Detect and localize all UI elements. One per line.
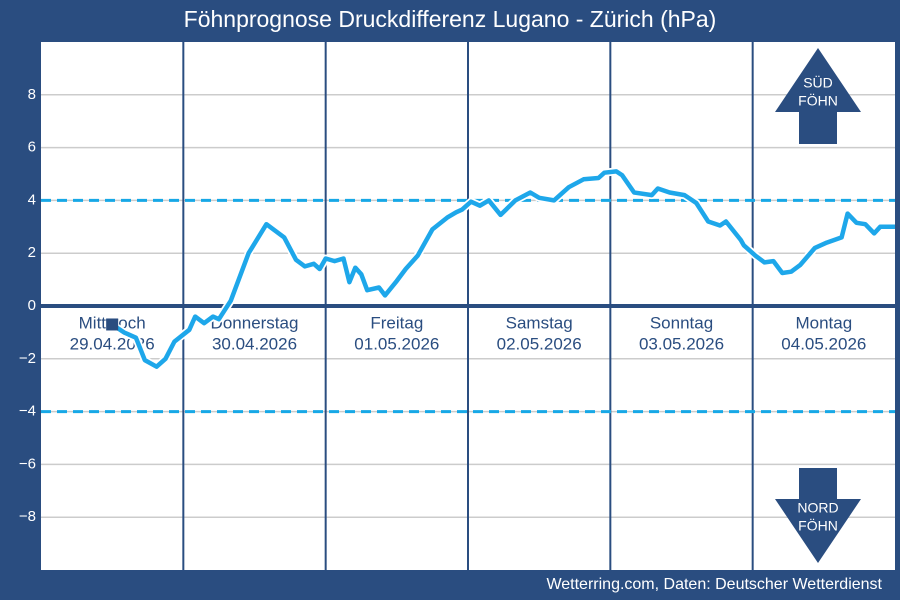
- y-tick-label: −8: [19, 508, 36, 525]
- day-date: 04.05.2026: [781, 334, 866, 353]
- up-arrow: [775, 48, 861, 144]
- start-marker: [106, 318, 119, 331]
- footer: Wetterring.com, Daten: Deutscher Wetterd…: [546, 576, 882, 593]
- chart-title: Föhnprognose Druckdifferenz Lugano - Zür…: [184, 6, 717, 32]
- day-name: Freitag: [370, 313, 423, 332]
- series-line: [110, 169, 895, 369]
- y-tick-label: −4: [19, 403, 36, 420]
- down-arrow-label: FÖHN: [798, 517, 838, 534]
- y-tick-label: 8: [28, 86, 36, 103]
- day-name: Samstag: [506, 313, 573, 332]
- day-name: Donnerstag: [211, 313, 299, 332]
- day-date: 01.05.2026: [354, 334, 439, 353]
- day-date: 03.05.2026: [639, 334, 724, 353]
- y-tick-label: 4: [28, 191, 36, 208]
- day-date: 02.05.2026: [497, 334, 582, 353]
- day-name: Montag: [795, 313, 852, 332]
- y-tick-label: 6: [28, 139, 36, 156]
- y-tick-label: −2: [19, 350, 36, 367]
- up-arrow-label: SÜD: [803, 74, 833, 91]
- up-arrow-label: FÖHN: [798, 92, 838, 109]
- y-tick-label: 0: [28, 297, 36, 314]
- down-arrow: [775, 468, 861, 563]
- day-name: Sonntag: [650, 313, 713, 332]
- y-tick-label: 2: [28, 244, 36, 261]
- day-date: 30.04.2026: [212, 334, 297, 353]
- down-arrow-label: NORD: [797, 500, 838, 516]
- plot-layer: Mittwoch29.04.2026Donnerstag30.04.2026Fr…: [41, 42, 895, 570]
- y-tick-label: −6: [19, 455, 36, 472]
